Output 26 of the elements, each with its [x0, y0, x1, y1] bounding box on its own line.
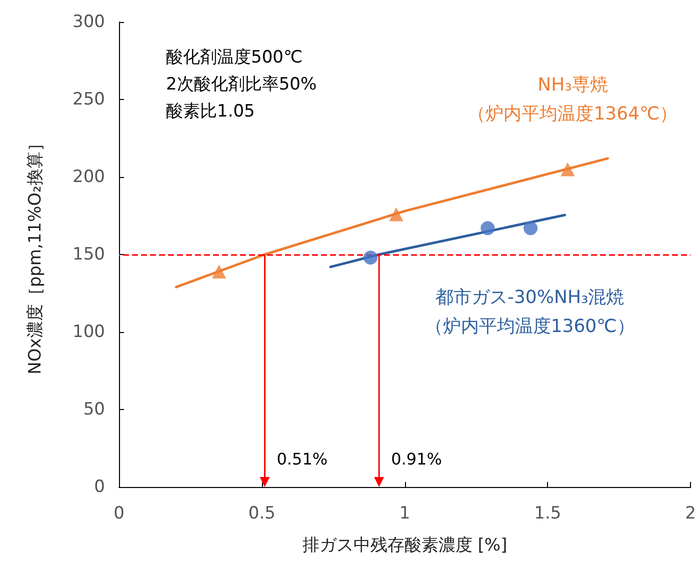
point [480, 221, 495, 236]
point [212, 264, 226, 279]
y-tick-label: 0 [94, 477, 105, 497]
point [389, 207, 404, 222]
ref-line-label: 0.51% [276, 450, 328, 468]
line-series [174, 157, 609, 288]
y-tick-label: 300 [72, 12, 105, 32]
point [560, 162, 575, 176]
y-tick-label: 200 [72, 167, 105, 187]
ref-line-label: 0.91% [391, 450, 442, 468]
x-axis-title: 排ガス中残存酸素濃度 [%] [302, 536, 508, 556]
y-tick-label: 50 [83, 400, 105, 420]
annotation: 酸化剤温度500℃ 2次酸化剤比率50% 酸素比1.05 [166, 48, 317, 122]
point [524, 221, 538, 236]
text: NH₃専焼（炉内平均温度1364℃） [468, 74, 678, 124]
y-tick-label: 250 [72, 90, 105, 110]
x-tick-label: 1 [399, 504, 410, 524]
y-tick-label: 100 [72, 322, 105, 342]
x-tick-label: 2 [685, 504, 696, 524]
y-tick-label: 150 [72, 244, 105, 264]
x-tick-label: 0 [114, 504, 124, 524]
x-tick-label: 0.5 [248, 504, 276, 524]
x-tick-label: 1.5 [534, 504, 562, 524]
text: 都市ガス-30%NH₃混焼（炉内平均温度1360℃） [424, 286, 635, 337]
point [364, 250, 378, 265]
y-axis-title: NOx濃度［ppm,11%O₂換算］ [26, 134, 46, 374]
